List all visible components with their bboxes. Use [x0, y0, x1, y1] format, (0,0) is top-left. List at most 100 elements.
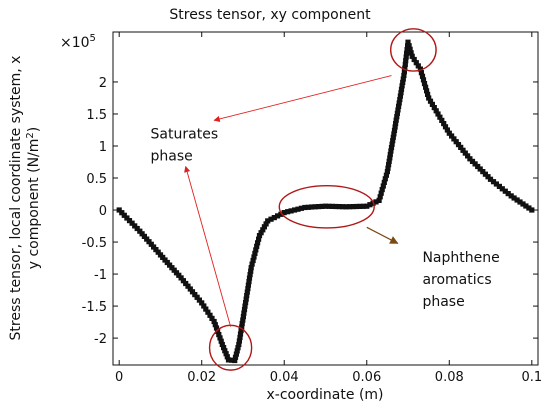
highlight-circle: [389, 28, 437, 72]
data-point: [393, 121, 399, 127]
highlight-circle: [208, 324, 253, 371]
data-point: [458, 144, 464, 150]
data-point: [326, 203, 332, 209]
data-point: [386, 162, 392, 168]
annotation-label: Saturates phase: [151, 126, 219, 164]
annotation-arrow: [184, 165, 232, 327]
data-point: [183, 280, 189, 287]
data-point: [196, 297, 202, 303]
data-point: [419, 73, 426, 79]
data-point: [373, 199, 379, 205]
data-point: [391, 131, 397, 137]
data-point: [379, 187, 385, 193]
data-point: [431, 105, 437, 111]
data-point: [244, 293, 250, 299]
data-point: [213, 325, 220, 331]
data-point: [239, 320, 245, 327]
data-point: [396, 103, 402, 109]
data-point: [442, 124, 449, 130]
data-point: [278, 211, 284, 217]
data-point: [378, 190, 384, 196]
data-point: [305, 204, 311, 210]
data-point: [298, 205, 304, 211]
x-axis-label: x-coordinate (m): [266, 387, 383, 403]
y-tick-label: 2: [99, 76, 107, 91]
data-point: [340, 204, 346, 210]
data-point: [215, 328, 221, 334]
annotation-arrows: [184, 75, 399, 327]
data-point: [209, 315, 215, 321]
data-point: [453, 139, 459, 145]
data-point: [203, 306, 209, 312]
data-point: [194, 294, 200, 300]
data-point: [508, 193, 514, 199]
data-point: [387, 155, 393, 161]
annotations: Saturates phase Naphthene aromatics phase: [151, 126, 500, 310]
data-point: [221, 345, 227, 351]
annotation-label: Naphthene aromatics phase: [422, 250, 499, 310]
data-point: [302, 204, 308, 211]
data-point: [246, 279, 252, 285]
data-point: [382, 176, 388, 182]
data-point: [316, 204, 322, 210]
data-point: [312, 204, 318, 210]
data-point: [401, 69, 407, 75]
data-point: [493, 181, 499, 187]
data-point: [421, 81, 428, 87]
data-point: [465, 153, 471, 159]
data-point: [232, 357, 238, 364]
data-point: [502, 188, 508, 194]
data-point: [229, 357, 235, 363]
data-point: [243, 300, 249, 306]
data-point: [394, 110, 400, 116]
data-point: [353, 203, 359, 210]
data-point: [441, 121, 447, 127]
data-point: [451, 136, 457, 142]
data-point: [233, 351, 239, 357]
data-point: [275, 213, 281, 219]
data-point: [245, 286, 251, 292]
data-point: [386, 158, 392, 164]
data-point: [241, 307, 248, 313]
data-point: [322, 203, 329, 209]
data-point: [392, 124, 398, 130]
data-point: [288, 208, 294, 214]
data-point: [411, 56, 417, 63]
data-point: [393, 117, 399, 123]
y-multiplier: ×105: [60, 33, 96, 51]
x-tick-label: 0: [115, 370, 123, 385]
y-tick-label: -2: [94, 332, 107, 347]
data-point: [256, 233, 263, 239]
data-point: [235, 345, 241, 351]
data-point: [251, 254, 257, 260]
data-point: [245, 282, 251, 288]
data-point: [141, 233, 147, 239]
data-point: [249, 261, 255, 267]
data-point: [496, 183, 502, 189]
data-point: [404, 50, 410, 56]
data-point: [240, 314, 246, 320]
data-point: [391, 127, 398, 133]
data-point: [205, 309, 211, 315]
data-point: [467, 156, 473, 162]
data-point: [329, 203, 335, 209]
data-point: [380, 183, 386, 189]
data-point: [333, 203, 339, 210]
data-point: [199, 300, 205, 306]
data-point: [406, 43, 412, 49]
data-point: [134, 225, 140, 232]
data-point: [295, 206, 301, 212]
data-point: [265, 218, 271, 224]
data-point: [499, 186, 505, 192]
data-point: [239, 324, 245, 330]
data-point: [256, 236, 262, 242]
data-point: [178, 275, 184, 281]
y-axis-label: Stress tensor, local coordinate system, …: [8, 56, 42, 341]
data-point: [517, 199, 523, 205]
data-point: [397, 97, 403, 103]
data-point: [343, 204, 349, 210]
y-tick-label: 0.5: [86, 172, 107, 187]
series-line: [118, 42, 533, 362]
data-point: [397, 93, 403, 99]
data-point: [401, 72, 407, 79]
